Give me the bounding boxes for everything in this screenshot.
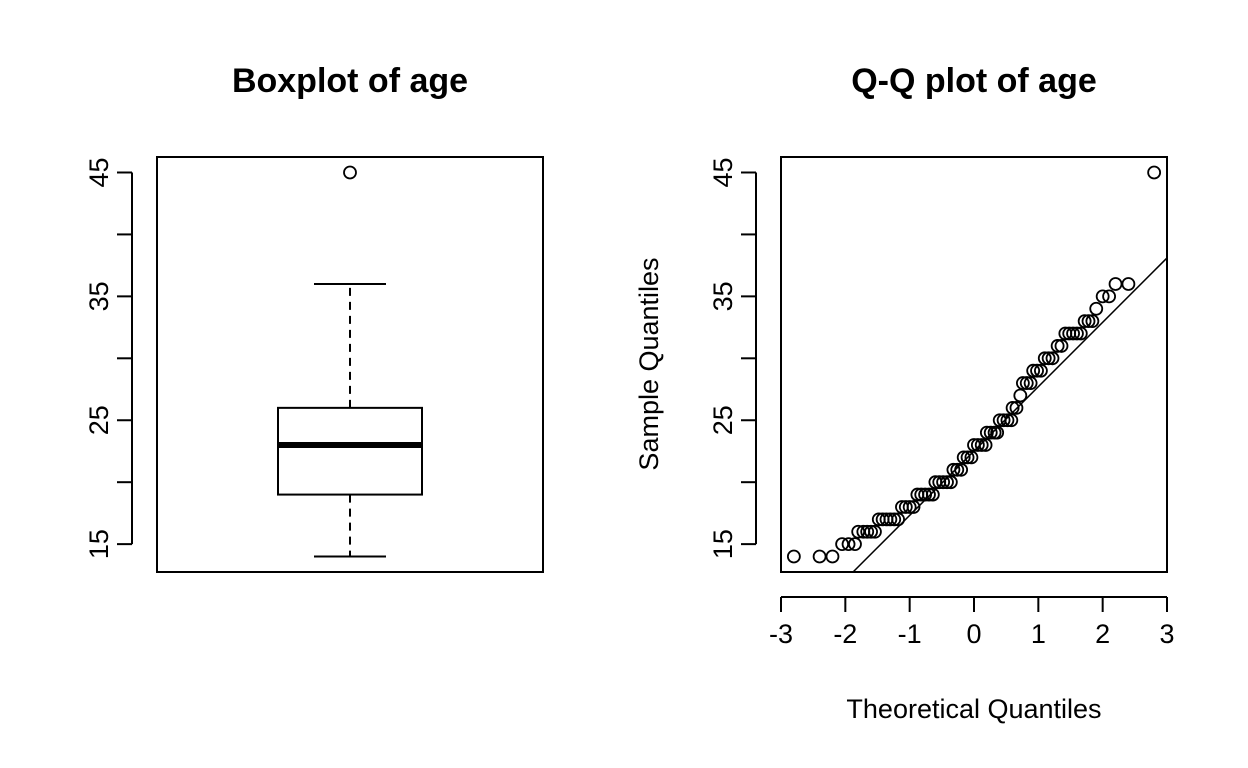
qqplot-point [1121,277,1136,291]
qqplot-x-tick-label: 0 [966,619,981,649]
qqplot-y-axis-label: Sample Quantiles [634,257,664,470]
qqplot-point [1095,289,1110,304]
boxplot-frame [156,156,544,573]
qqplot-point [868,524,882,539]
qqplot-x-tick-label: -1 [898,619,922,649]
qqplot-point [1108,277,1123,291]
qqplot-point [1015,376,1030,390]
boxplot-y-tick-label: 35 [84,281,114,311]
boxplot-box [277,406,423,496]
qqplot-point [891,512,905,527]
qqplot-y-tick-label: 15 [708,529,738,559]
boxplot-y-ticks: 15 25 35 45 [84,157,132,559]
qqplot-point [1034,363,1048,378]
qqplot-point [902,500,917,514]
qqplot-y-tick-label: 25 [708,405,738,435]
qqplot-point [1085,314,1100,329]
qqplot-point [864,524,878,539]
qqplot-frame [780,156,1168,573]
qqplot-point [979,425,994,440]
qqplot-point [922,487,936,502]
qqplot-point [1013,388,1028,403]
qqplot-point [974,438,989,452]
boxplot-title: Boxplot of age [232,62,468,100]
qqplot-point [983,425,998,440]
qqplot-x-axis-label: Theoretical Quantiles [846,694,1101,724]
qqplot-point [1050,339,1065,353]
boxplot-y-tick-label: 15 [84,529,114,559]
qqplot-marks [786,165,1168,573]
boxplot-outlier [343,165,357,180]
qqplot-point [1026,363,1041,378]
qqplot-point [1089,301,1104,316]
qqplot-x-tick-label: -3 [769,619,793,649]
qqplot-point [970,438,985,452]
qqplot-point [841,537,856,552]
qqplot-point [960,450,975,465]
qqplot-point [860,524,875,539]
qqplot-x-tick-label: -2 [833,619,857,649]
qqplot-point [1030,363,1044,378]
qqplot-point [1147,165,1162,180]
qqplot-x-ticks: -3 -2 -1 0 1 2 3 [769,597,1175,649]
qqplot-point [1009,400,1024,415]
qqplot-point [786,549,801,564]
qqplot-point [956,450,971,465]
boxplot-y-tick-label: 45 [84,157,114,187]
qqplot-point [940,475,954,490]
qqplot-point [1000,413,1015,428]
qqplot-point [848,537,862,552]
qqplot-point [1077,314,1092,329]
qqplot-point [883,512,898,527]
qqplot-point [1081,314,1096,329]
boxplot-marks [277,165,423,558]
qqplot-point [1102,289,1116,304]
boxplot-y-tick-label: 25 [84,405,114,435]
qqplot-point [1005,400,1020,415]
qqplot-point [825,549,840,564]
qqplot-x-tick-label: 3 [1159,619,1174,649]
boxplot-panel: Boxplot of age 15 25 35 45 [84,62,544,573]
qqplot-point [812,549,827,564]
qqplot-point [906,500,921,514]
qqplot-point [1045,351,1060,366]
qqplot-point [1019,376,1034,390]
qqplot-point [898,500,913,514]
qqplot-point [1070,326,1084,341]
qqplot-point [1041,351,1056,366]
qqplot-y-ticks: 15 25 35 45 [708,157,756,559]
qqplot-panel: Q-Q plot of age 15 25 35 45 -3 -2 -1 0 1 2 3 Theo… [634,62,1175,724]
qqplot-point [996,413,1011,428]
qqplot-point [936,475,951,490]
qqplot-title: Q-Q plot of age [851,62,1097,100]
qqplot-point [1066,326,1080,341]
qqplot-x-tick-label: 1 [1031,619,1046,649]
qqplot-point [1073,326,1088,341]
qqplot-y-tick-label: 45 [708,157,738,187]
qqplot-point [950,462,965,477]
qqplot-point [1037,351,1052,366]
qqplot-point [918,487,933,502]
qqplot-point [1054,339,1069,353]
qqplot-x-tick-label: 2 [1095,619,1110,649]
qqplot-y-tick-label: 35 [708,281,738,311]
qqplot-point [887,512,902,527]
qqplot-point [946,462,961,477]
